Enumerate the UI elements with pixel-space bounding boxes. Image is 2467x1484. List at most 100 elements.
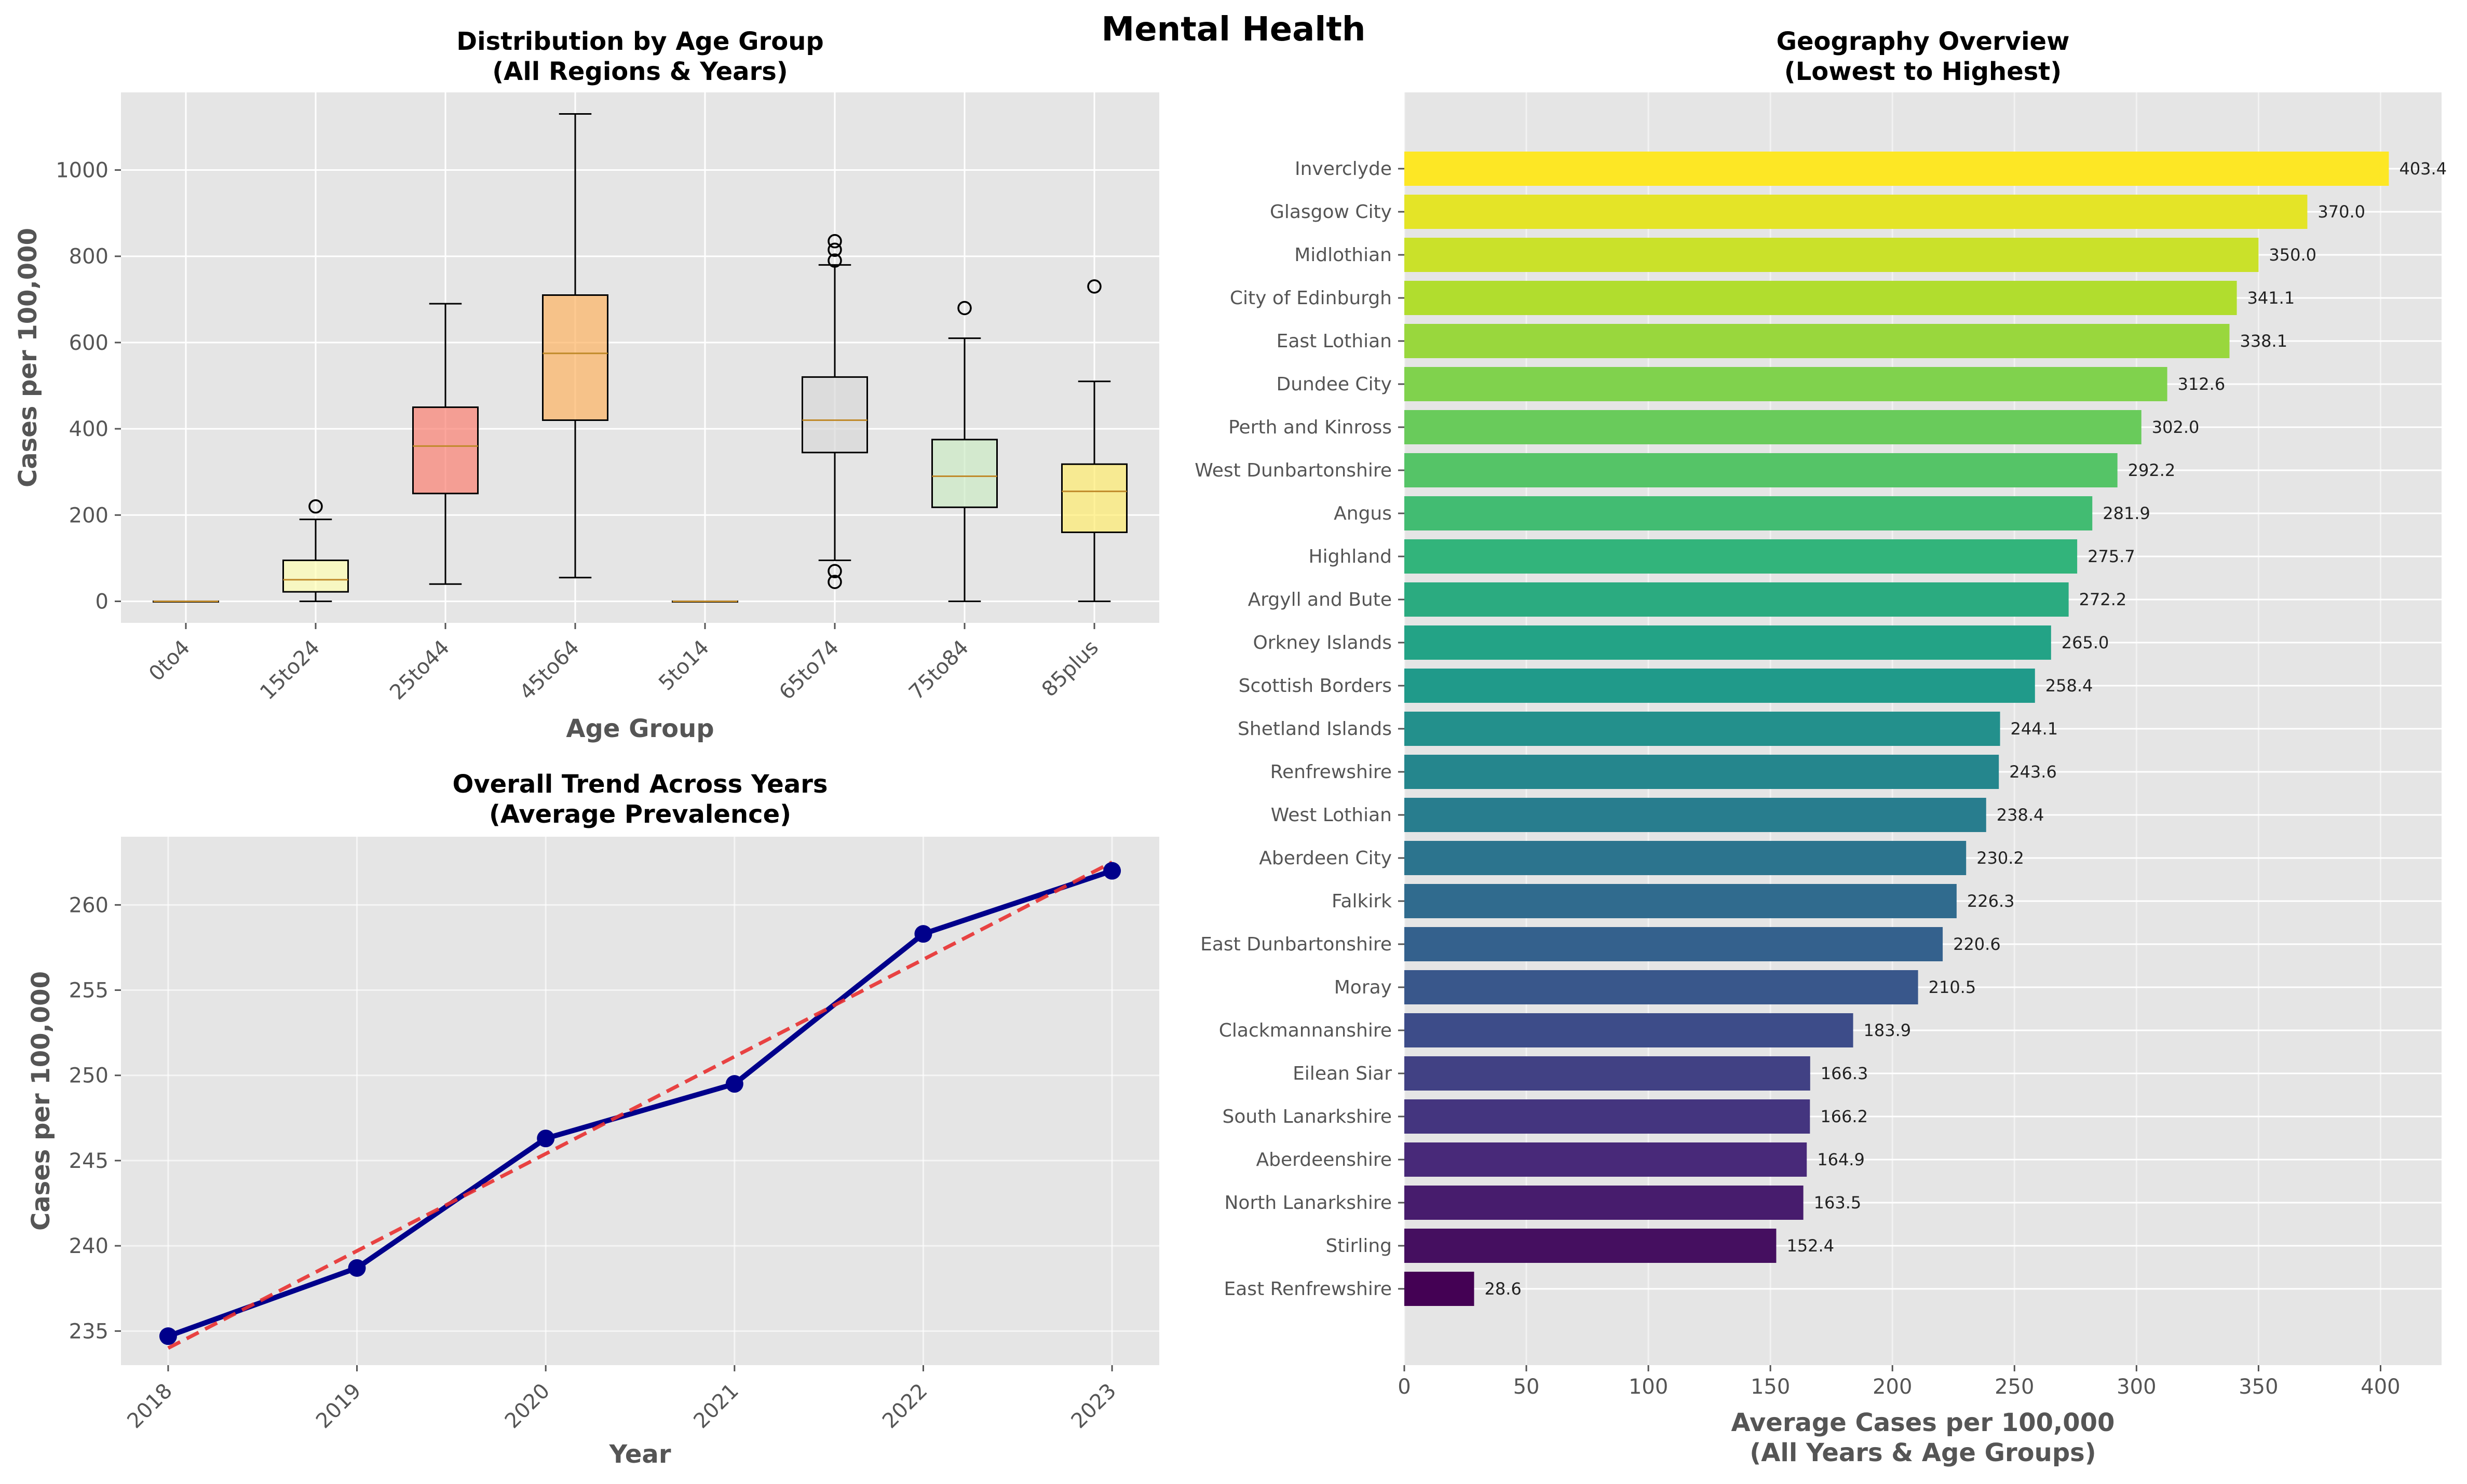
bar-category-label: Moray <box>1334 977 1392 998</box>
bar-x-tick-label: 150 <box>1751 1375 1790 1399</box>
bar-category-label: Falkirk <box>1332 891 1392 912</box>
box-iqr <box>542 294 608 421</box>
line-chart-panel: 235 240 245 250 255 260 2018 2019 2020 2021 2022 20… <box>26 770 1159 1469</box>
bar-value-label: 341.1 <box>2247 288 2295 308</box>
bar-shetland-islands <box>1404 712 2000 746</box>
line-x-tick-label: 2022 <box>878 1379 932 1434</box>
bar-scottish-borders <box>1404 669 2035 703</box>
bar-category-label: Dundee City <box>1276 374 1392 395</box>
bar-east-dunbartonshire <box>1404 927 1943 961</box>
line-point-marker <box>159 1327 177 1345</box>
bar-south-lanarkshire <box>1404 1099 1810 1134</box>
bar-value-label: 164.9 <box>1817 1150 1865 1169</box>
line-point-marker <box>725 1075 743 1093</box>
bar-west-dunbartonshire <box>1404 453 2118 487</box>
bar-value-label: 166.2 <box>1820 1107 1868 1126</box>
box-iqr <box>931 439 998 508</box>
box-x-tick-label: 5to14 <box>654 636 714 696</box>
box-x-tick-label: 65to74 <box>775 636 844 705</box>
line-series-trend <box>167 861 1113 1350</box>
box-y-tick-label: 1000 <box>56 159 109 183</box>
bar-orkney-islands <box>1404 625 2051 660</box>
line-y-tick-label: 240 <box>69 1234 109 1258</box>
line-x-tick-label: 2019 <box>311 1379 366 1434</box>
bar-value-label: 210.5 <box>1929 977 1976 997</box>
line-y-axis-label: Cases per 100,000 <box>26 971 56 1231</box>
bar-midlothian <box>1404 238 2259 272</box>
bar-falkirk <box>1404 884 1957 918</box>
bar-category-label: Glasgow City <box>1270 201 1392 223</box>
box-plot-area <box>121 92 1159 623</box>
bar-category-label: Aberdeen City <box>1259 848 1392 869</box>
bar-category-label: Eilean Siar <box>1293 1063 1392 1084</box>
bar-glasgow-city <box>1404 195 2308 229</box>
bar-category-label: Inverclyde <box>1295 158 1392 180</box>
box-outlier-point <box>828 575 842 589</box>
box-title-line-1: (All Regions & Years) <box>492 57 788 86</box>
bar-category-label: Stirling <box>1326 1235 1392 1257</box>
box-outlier-point <box>957 301 972 316</box>
line-point-marker <box>914 925 932 943</box>
figure-suptitle: Mental Health <box>1102 10 1366 49</box>
bar-city-of-edinburgh <box>1404 281 2237 315</box>
bar-title-line-1: (Lowest to Highest) <box>1784 57 2062 86</box>
bar-value-label: 403.4 <box>2399 159 2447 179</box>
box-outlier-point <box>308 499 323 514</box>
box-x-tick-label: 85plus <box>1037 636 1103 702</box>
box-title-line-0: Distribution by Age Group <box>456 27 823 56</box>
bar-category-label: East Lothian <box>1277 331 1392 352</box>
bar-highland <box>1404 539 2078 574</box>
bar-value-label: 258.4 <box>2045 676 2093 696</box>
bar-inverclyde <box>1404 152 2389 186</box>
bar-category-label: Shetland Islands <box>1238 718 1392 740</box>
bar-category-label: City of Edinburgh <box>1230 288 1392 309</box>
bar-category-label: Aberdeenshire <box>1256 1149 1392 1170</box>
bar-x-tick-label: 0 <box>1398 1375 1411 1399</box>
bar-argyll-and-bute <box>1404 582 2069 617</box>
bar-value-label: 281.9 <box>2103 503 2150 523</box>
bar-value-label: 226.3 <box>1967 891 2015 911</box>
bar-category-label: North Lanarkshire <box>1224 1192 1392 1214</box>
bar-value-label: 338.1 <box>2240 331 2287 351</box>
bar-category-label: West Dunbartonshire <box>1195 460 1392 481</box>
bar-value-label: 272.2 <box>2079 590 2127 609</box>
box-y-tick-label: 200 <box>69 503 109 527</box>
bar-value-label: 152.4 <box>1786 1236 1834 1256</box>
bar-x-tick-label: 100 <box>1629 1375 1668 1399</box>
line-title-line-1: (Average Prevalence) <box>489 800 791 829</box>
box-x-axis-label: Age Group <box>566 714 714 743</box>
bar-value-label: 163.5 <box>1814 1193 1862 1213</box>
line-point-marker <box>1103 862 1121 880</box>
line-x-tick-label: 2020 <box>500 1379 555 1434</box>
line-y-tick-label: 235 <box>69 1319 109 1343</box>
bar-value-label: 183.9 <box>1864 1020 1912 1040</box>
bar-value-label: 312.6 <box>2178 374 2226 394</box>
line-series-average <box>167 868 1113 1339</box>
bar-perth-and-kinross <box>1404 410 2141 444</box>
bar-x-tick-label: 400 <box>2361 1375 2400 1399</box>
bar-value-label: 243.6 <box>2009 762 2057 782</box>
box-plot-panel: 0 200 400 600 800 1000 0to4 15to24 25to44 45to64 5… <box>13 27 1159 743</box>
bar-x-axis-label-line-0: Average Cases per 100,000 <box>1731 1408 2115 1437</box>
line-y-tick-label: 250 <box>69 1064 109 1088</box>
bar-category-label: Midlothian <box>1294 244 1392 266</box>
box-outlier-point <box>828 234 842 249</box>
line-y-tick-label: 245 <box>69 1149 109 1173</box>
bar-east-lothian <box>1404 324 2230 358</box>
box-x-tick-label: 25to44 <box>385 636 454 705</box>
bar-x-tick-label: 50 <box>1513 1375 1540 1399</box>
bar-eilean-siar <box>1404 1056 1810 1091</box>
box-x-tick-label: 45to64 <box>515 636 584 705</box>
box-y-axis-label: Cases per 100,000 <box>13 228 43 487</box>
bar-clackmannanshire <box>1404 1013 1853 1047</box>
bar-value-label: 265.0 <box>2062 633 2109 652</box>
box-0to4 <box>153 600 219 603</box>
line-x-tick-label: 2023 <box>1067 1379 1121 1434</box>
box-y-tick-label: 800 <box>69 245 109 269</box>
bar-value-label: 292.2 <box>2128 460 2176 480</box>
box-15to24 <box>282 499 349 602</box>
line-title-line-0: Overall Trend Across Years <box>453 770 828 799</box>
bar-value-label: 275.7 <box>2088 547 2135 566</box>
bar-category-label: South Lanarkshire <box>1223 1106 1392 1127</box>
bar-category-label: Clackmannanshire <box>1219 1020 1392 1041</box>
